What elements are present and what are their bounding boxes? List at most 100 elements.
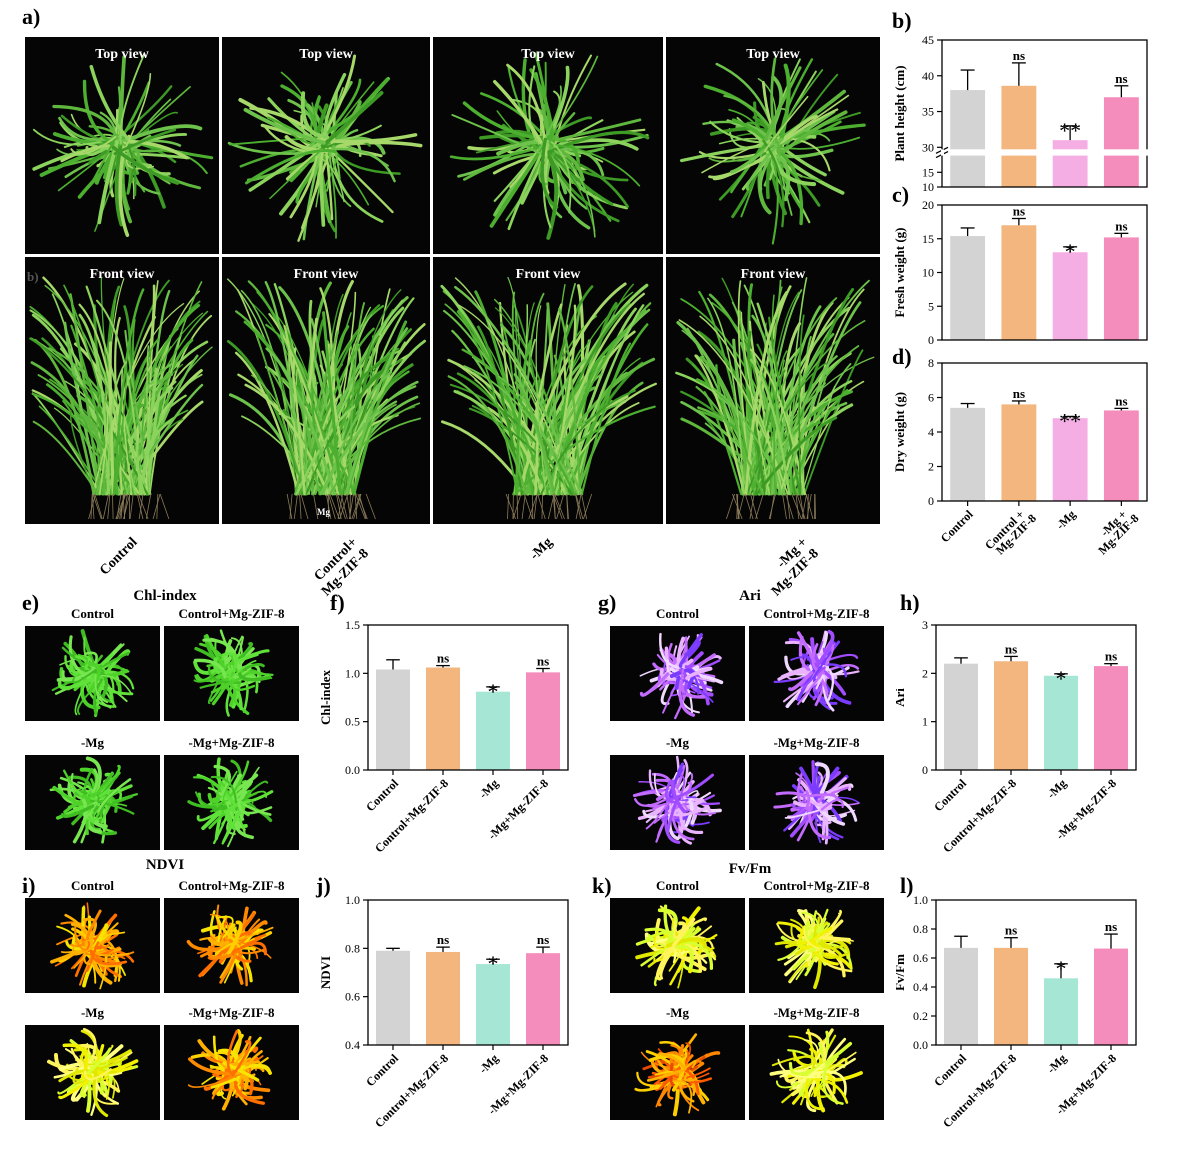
- grid-image-label: Control+Mg-ZIF-8: [763, 606, 870, 621]
- chart-ndvi: ns*ns0.40.60.81.0NDVIControlControl+Mg-Z…: [320, 893, 569, 1130]
- bar: [1044, 675, 1078, 770]
- bar: [1001, 225, 1037, 340]
- front-view-label: Front view: [515, 267, 581, 282]
- bar: [1094, 948, 1128, 1045]
- grid-image-label: -Mg: [80, 735, 105, 750]
- bar: [1094, 666, 1128, 770]
- grid-image: [610, 898, 745, 993]
- y-tick-label: 0.0: [913, 1038, 928, 1052]
- y-tick-label: 0.6: [345, 990, 360, 1004]
- grid-image: [749, 626, 884, 721]
- bar: [944, 947, 978, 1045]
- grid-image: [749, 1025, 884, 1120]
- grid-image-label: Control: [655, 878, 700, 893]
- plant-front-drawing: [675, 277, 875, 520]
- bar: [944, 663, 978, 770]
- x-tick-label: Control: [363, 776, 401, 814]
- top-view-label: Top view: [746, 47, 800, 62]
- bar: [426, 667, 460, 770]
- y-axis-label: Fv/Fm: [896, 954, 907, 991]
- bar: [1103, 410, 1139, 501]
- bar: [1103, 237, 1139, 340]
- panel-label-b: b): [892, 8, 912, 33]
- bar: [1052, 418, 1088, 501]
- bar: [476, 964, 510, 1045]
- significance-label: **: [1059, 408, 1081, 433]
- panel-label-g: g): [598, 590, 617, 615]
- y-tick-label: 0.6: [913, 951, 928, 965]
- caption-fv-fm: Fv/Fm: [728, 861, 772, 877]
- plant-top-drawing: [32, 54, 214, 237]
- y-tick-label: 35: [922, 105, 934, 119]
- y-tick-label: 6: [928, 391, 934, 405]
- grid-image-drawing: [774, 908, 854, 990]
- significance-label: *: [488, 951, 499, 976]
- grid-image-drawing: [47, 1027, 139, 1118]
- grid-image-drawing: [639, 632, 724, 720]
- bar: [376, 669, 410, 770]
- y-tick-label: 3: [922, 618, 928, 632]
- grid-image-drawing: [634, 1033, 721, 1117]
- bar: [1052, 252, 1088, 340]
- bar: [950, 407, 986, 501]
- significance-label: ns: [437, 932, 449, 947]
- bar: [1044, 978, 1078, 1045]
- significance-label: ns: [1105, 919, 1117, 934]
- photo-front-view-4: Front view: [666, 257, 880, 524]
- caption-ndvi: NDVI: [145, 857, 185, 873]
- panel-label-c: c): [892, 182, 910, 207]
- grid-image-drawing: [635, 904, 718, 989]
- y-tick-label: 20: [922, 198, 934, 212]
- y-tick-label: 1.5: [345, 618, 360, 632]
- y-tick-label: 2: [922, 666, 928, 680]
- plant-top-drawing: [227, 54, 423, 242]
- panel-label-a: a): [22, 4, 41, 29]
- plant-front-drawing: [226, 278, 427, 520]
- panel-label-j: j): [316, 873, 331, 898]
- axis-break-gap: [941, 149, 944, 156]
- x-tick-label: -Mg: [1053, 507, 1078, 532]
- bar: [1052, 140, 1088, 187]
- grid-image: [25, 898, 160, 993]
- y-tick-label: 8: [928, 356, 934, 370]
- axis-break-gap: [1145, 149, 1148, 156]
- panel-label-e: e): [22, 590, 40, 615]
- plant-front-drawing: [29, 276, 213, 520]
- grid-image-label: -Mg+Mg-ZIF-8: [188, 1005, 275, 1020]
- grid-image-drawing: [773, 760, 860, 845]
- y-tick-label: 10: [922, 266, 934, 280]
- x-tick-label: Control: [931, 1051, 969, 1089]
- bar: [994, 661, 1028, 770]
- x-tick-label: Control: [363, 1051, 401, 1089]
- chart-fresh-weight: ns * ns 0 5 10 15 20 Fresh weight (g): [892, 198, 1148, 347]
- grid-image-label: -Mg: [665, 735, 690, 750]
- bar: [994, 947, 1028, 1045]
- grid-image-drawing: [632, 755, 722, 845]
- top-view-label: Top view: [95, 47, 149, 62]
- grid-image-label: -Mg+Mg-ZIF-8: [773, 1005, 860, 1020]
- y-tick-label: 0.8: [345, 941, 360, 955]
- grid-image-label: Control+Mg-ZIF-8: [178, 878, 285, 893]
- significance-label: *: [1065, 239, 1076, 264]
- y-axis-label: Chl-index: [320, 670, 333, 725]
- panel-label-k: k): [592, 873, 612, 898]
- bar: [950, 236, 986, 340]
- significance-label: ns: [1115, 218, 1127, 233]
- grid-image: [749, 755, 884, 850]
- grid-image-drawing: [50, 902, 135, 990]
- axis-break: [934, 149, 1149, 156]
- x-tick-label: -Mg: [1044, 1051, 1069, 1076]
- grid-image-label: -Mg+Mg-ZIF-8: [188, 735, 275, 750]
- grid-image: [164, 626, 299, 721]
- grid-image: [164, 755, 299, 850]
- photo-front-view-3: Front view: [433, 257, 663, 524]
- top-view-label: Top view: [299, 47, 353, 62]
- y-tick-label: 1.0: [345, 893, 360, 907]
- bar: [526, 672, 560, 770]
- y-tick-label: 0.2: [913, 1009, 928, 1023]
- y-tick-label: 1.0: [345, 666, 360, 680]
- grid-image-drawing: [187, 1029, 272, 1111]
- grid-image: [610, 1025, 745, 1120]
- y-tick-label: 1: [922, 715, 928, 729]
